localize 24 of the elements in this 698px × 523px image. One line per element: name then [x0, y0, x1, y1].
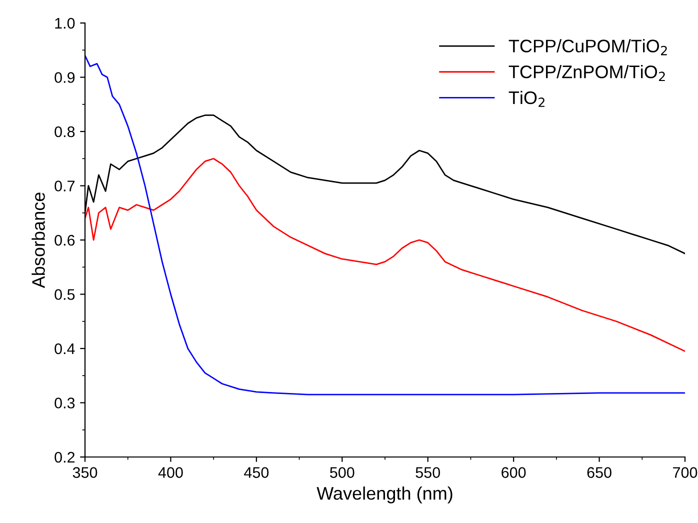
legend-label: TiO$_{2}$ [508, 90, 544, 107]
y-tick-label: 0.3 [54, 398, 75, 408]
y-tick-label: 1.0 [55, 18, 75, 29]
y-tick-label: 0.5 [54, 289, 75, 300]
y-tick-label: 0.8 [54, 126, 75, 138]
y-tick-label: 0.6 [54, 234, 75, 246]
x-tick-label: 550 [416, 467, 440, 478]
y-tick-label: 0.4 [54, 343, 75, 354]
y-axis-title: Absorbance [32, 192, 45, 288]
legend-label: TCPP/ZnPOM/TiO$_{2}$ [508, 65, 665, 82]
y-tick-label: 0.2 [54, 452, 75, 463]
x-tick-label: 500 [330, 467, 354, 478]
y-tick-label: 0.9 [54, 72, 75, 83]
x-axis-title: Wavelength (nm) [316, 486, 452, 504]
line-series [85, 54, 685, 396]
line-series [85, 158, 685, 352]
x-tick-label: 450 [244, 467, 269, 478]
x-tick-label: 400 [158, 467, 183, 478]
x-tick-label: 650 [587, 467, 612, 478]
x-tick-label: 700 [673, 467, 698, 478]
x-tick-label: 600 [502, 467, 526, 478]
legend-label: TCPP/CuPOM/TiO$_{2}$ [508, 39, 667, 56]
x-tick-label: 350 [72, 467, 98, 478]
y-tick-label: 0.7 [54, 180, 75, 192]
